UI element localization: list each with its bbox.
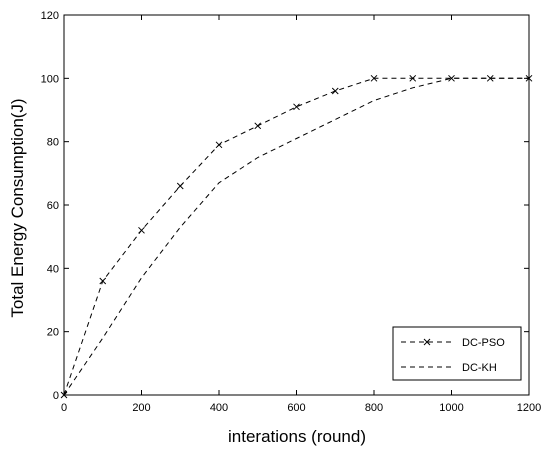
x-tick-label: 200	[132, 402, 150, 414]
legend-marker-dc-pso	[423, 338, 431, 346]
y-tick-label: 80	[47, 137, 59, 149]
data-point-dc-pso	[60, 391, 68, 399]
data-point-dc-pso	[293, 103, 300, 111]
y-tick-label: 20	[47, 327, 59, 339]
data-point-dc-pso	[215, 141, 223, 149]
y-tick-label: 0	[53, 390, 59, 402]
y-tick-label: 40	[47, 263, 59, 275]
y-tick-label: 60	[47, 200, 59, 212]
legend-label-dc-kh: DC-KH	[462, 362, 497, 374]
x-tick-label: 1000	[439, 402, 463, 414]
series-line-dc-kh	[63, 77, 529, 396]
data-point-dc-pso	[370, 74, 378, 82]
legend-label-dc-pso: DC-PSO	[462, 337, 505, 349]
data-point-dc-pso	[176, 182, 184, 190]
y-tick-label: 120	[41, 10, 59, 22]
x-tick-label: 1200	[517, 402, 541, 414]
legend-box	[392, 326, 522, 381]
data-point-dc-pso	[254, 122, 262, 130]
x-tick-label: 0	[61, 402, 67, 414]
data-point-dc-pso	[331, 87, 339, 95]
legend: DC-PSO DC-KH	[392, 326, 522, 381]
data-point-dc-pso	[448, 74, 455, 82]
data-point-dc-pso	[138, 226, 145, 234]
x-axis-title: interations (round)	[228, 427, 366, 446]
x-tick-label: 400	[210, 402, 228, 414]
y-axis-title: Total Energy Consumption(J)	[8, 98, 27, 317]
x-tick-label: 800	[365, 402, 383, 414]
data-point-dc-pso	[99, 277, 107, 285]
x-tick-label: 600	[287, 402, 305, 414]
series-layer	[60, 74, 533, 399]
data-point-dc-pso	[409, 74, 417, 82]
y-tick-label: 100	[41, 73, 59, 85]
x-axis: 0 200 400 600 800 1000 1200	[61, 15, 541, 414]
